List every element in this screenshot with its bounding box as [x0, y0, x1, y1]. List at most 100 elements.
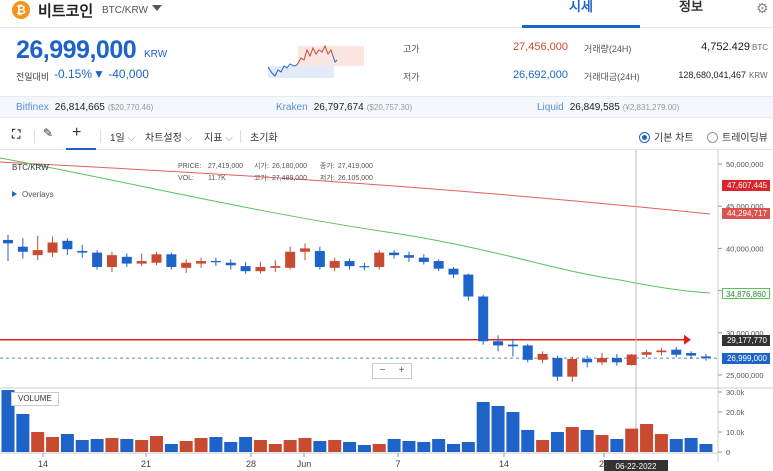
candle-body	[656, 350, 667, 353]
ohlc-legend: PRICE: 27,419,000 시가: 26,180,000 종가: 27,419…	[178, 163, 373, 182]
zoom-control: − +	[372, 363, 412, 379]
current-price: 26,999,000	[16, 36, 137, 64]
basic-chart-radio[interactable]: 기본 차트	[639, 129, 694, 144]
volume-bar	[283, 440, 297, 452]
reset-button[interactable]: 초기화	[250, 133, 278, 144]
x-tick-label: 14	[499, 459, 509, 469]
chart-pair-label: BTC/KRW	[12, 163, 49, 172]
volume-bar	[75, 440, 89, 452]
level-line-arrow	[684, 334, 691, 345]
price-tick-label: 45,000,000	[726, 202, 764, 211]
candlestick-chart[interactable]: 06-22-2022 50,000,000 45,000,000 40,000,00…	[0, 150, 773, 471]
exchange-liquid: Liquid 26,849,585 (¥2,831,279.00)	[537, 102, 680, 113]
crosshair-date-label: 06-22-2022	[616, 462, 657, 471]
volume-bar	[432, 439, 446, 452]
volume-bar	[90, 439, 104, 452]
volume-bar	[120, 439, 134, 452]
volume-bar	[46, 437, 60, 452]
line-level-tag: 29,177,770	[722, 335, 770, 346]
ma-salmon-tag: 44,294,717	[722, 208, 770, 219]
candle-body	[285, 251, 296, 268]
volume-bar	[684, 438, 698, 452]
indicators-dropdown[interactable]: 지표 ⌵	[204, 133, 233, 144]
overlays-toggle[interactable]: Overlays	[12, 190, 54, 199]
chart-settings-dropdown[interactable]: 차트설정 ⌵	[145, 133, 193, 144]
x-tick-label: 21	[599, 459, 609, 469]
candle-body	[493, 341, 504, 346]
candle-body	[403, 255, 414, 258]
low-label: 저가	[403, 72, 420, 82]
chevron-down-icon[interactable]	[152, 5, 162, 11]
volume-bar	[536, 440, 550, 452]
volume-bar	[164, 444, 178, 452]
candle-body	[448, 268, 459, 275]
zoom-out-button[interactable]: −	[379, 365, 386, 376]
volume-bar	[179, 441, 193, 452]
candle-body	[300, 248, 310, 252]
price-tick-label: 30,000,000	[726, 329, 764, 338]
x-tick-label: 21	[141, 459, 151, 469]
candle-body	[47, 242, 58, 253]
volume-bar	[595, 435, 609, 452]
volume-bar	[417, 442, 431, 452]
volume-tick-label: 20.0k	[726, 408, 745, 417]
volume-bar	[313, 441, 327, 452]
price-tick-label: 40,000,000	[726, 244, 764, 253]
candle-body	[359, 266, 370, 268]
candle-body	[522, 345, 533, 360]
volume-bar	[565, 427, 579, 452]
volume-bar	[194, 438, 208, 452]
candle-body	[270, 266, 281, 268]
volume-bar	[610, 439, 624, 452]
gear-icon[interactable]: ⚙	[756, 0, 769, 16]
candle-body	[478, 296, 489, 342]
candle-body	[225, 262, 236, 266]
fullscreen-icon[interactable]: ⛶	[12, 127, 21, 141]
price-tick-label: 25,000,000	[726, 371, 764, 380]
candle-body	[77, 250, 88, 253]
candle-body	[582, 358, 593, 363]
candle-body	[344, 261, 355, 267]
coin-name[interactable]: 비트코인	[38, 3, 94, 20]
volume-value: 4,752.429	[701, 41, 750, 53]
candle-body	[611, 358, 622, 363]
interval-dropdown[interactable]: 1일 ⌵	[110, 133, 136, 144]
trade-value: 128,680,041,467	[678, 70, 746, 80]
tab-market[interactable]: 시세	[522, 0, 640, 28]
tab-info[interactable]: 정보	[679, 0, 703, 14]
price-unit: KRW	[144, 49, 168, 60]
candle-body	[671, 349, 682, 355]
pencil-icon[interactable]: ✎	[43, 126, 54, 140]
volume-bar	[402, 441, 416, 452]
zoom-in-button[interactable]: +	[398, 365, 405, 376]
volume-bar	[268, 444, 282, 452]
ma-green-tag: 34,876,860	[722, 288, 770, 299]
candle-body	[463, 274, 474, 297]
volume-tick-label: 0	[726, 448, 730, 457]
bitcoin-icon: ₿	[12, 1, 30, 19]
candle-body	[92, 252, 103, 267]
price-chart[interactable]: 06-22-2022 50,000,000 45,000,000 40,000,00…	[0, 150, 773, 471]
exchange-bar: Bitfinex 26,814,665 ($20,770.46) Kraken 26,…	[0, 96, 773, 118]
volume-bar	[253, 440, 267, 452]
candle-body	[32, 250, 43, 256]
tradingview-radio[interactable]: 트레이딩뷰	[707, 129, 768, 144]
candle-body	[166, 254, 177, 267]
volume-unit: BTC	[752, 43, 768, 52]
crosshair-date-box	[604, 460, 668, 471]
trade-value-label: 거래대금(24H)	[584, 72, 640, 82]
coin-pair[interactable]: BTC/KRW	[102, 5, 148, 16]
volume-bar	[343, 442, 357, 452]
crosshair-icon[interactable]: +	[72, 124, 82, 141]
volume-bar	[654, 434, 668, 452]
candle-body	[552, 358, 563, 377]
candle-body	[700, 356, 711, 359]
candle-body	[255, 266, 266, 272]
low-value: 26,692,000	[512, 69, 568, 81]
volume-bar	[150, 436, 163, 452]
volume-bar	[372, 444, 386, 452]
candle-body	[626, 354, 637, 366]
x-tick-label: Jun	[297, 459, 312, 469]
change-percent: -0.15%	[54, 67, 93, 81]
candle-body	[433, 261, 444, 269]
